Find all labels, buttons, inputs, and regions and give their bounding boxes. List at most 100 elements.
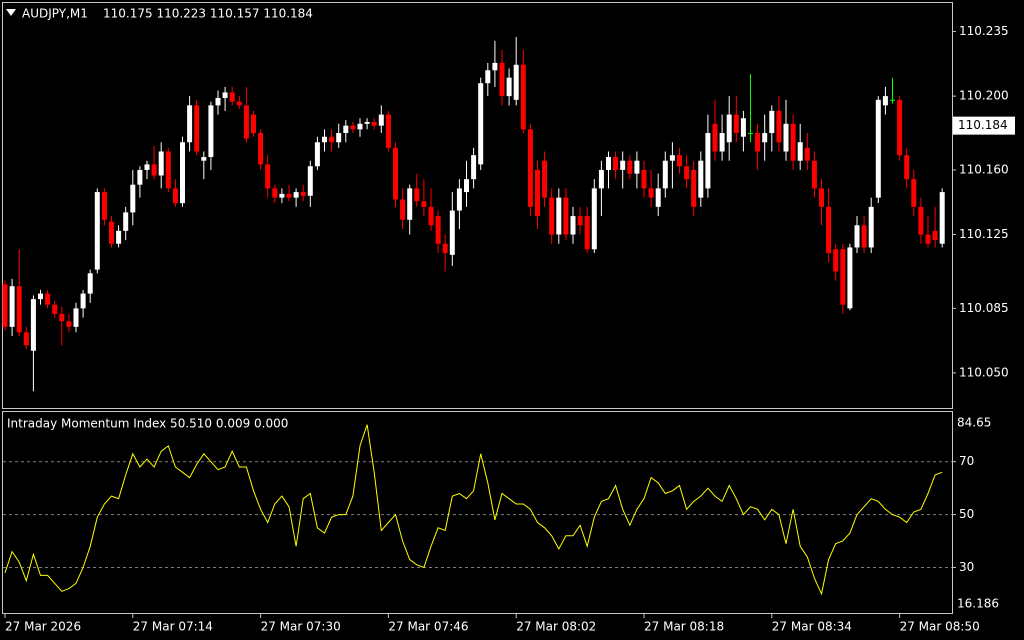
candle-body xyxy=(882,96,888,106)
candle-body xyxy=(655,188,661,207)
candle-body xyxy=(712,123,718,152)
candle-body xyxy=(414,188,420,202)
candle-body xyxy=(52,304,58,314)
candle-body xyxy=(811,160,817,189)
candle-body xyxy=(80,293,86,309)
candle-body xyxy=(591,188,597,250)
candle-body xyxy=(790,123,796,161)
candle-body xyxy=(854,225,860,248)
candle-body xyxy=(577,216,583,226)
symbol-title: AUDJPY,M1 xyxy=(22,7,88,21)
candle-body xyxy=(492,62,498,71)
y-min-label: 16.186 xyxy=(957,597,999,611)
candle-body xyxy=(9,286,15,327)
candle-body xyxy=(137,169,143,185)
indicator-panel xyxy=(2,411,953,614)
candle-body xyxy=(556,197,562,235)
candle-body xyxy=(66,321,72,327)
candle-body xyxy=(662,160,668,189)
y-tick-label: 110.160 xyxy=(959,162,1009,176)
candle-body xyxy=(691,169,697,207)
candle-body xyxy=(158,151,164,176)
candle-body xyxy=(272,188,278,198)
candle-body xyxy=(293,192,299,198)
candle-body xyxy=(30,299,36,351)
candle-body xyxy=(307,166,313,196)
candle-body xyxy=(87,273,93,294)
candle-body xyxy=(627,160,633,174)
candle-body xyxy=(875,99,881,198)
candle-body xyxy=(172,188,178,204)
candle-body xyxy=(215,97,221,106)
x-tick-label: 27 Mar 07:46 xyxy=(388,620,468,634)
candle-body xyxy=(705,133,711,189)
candle-body xyxy=(897,99,903,156)
candle-body xyxy=(648,188,654,198)
candle-body xyxy=(740,118,746,137)
candle-body xyxy=(364,121,370,124)
candle-body xyxy=(194,105,200,152)
candle-body xyxy=(400,199,406,220)
candle-body xyxy=(59,313,65,322)
candle-body xyxy=(464,179,469,193)
candle-body xyxy=(116,230,122,244)
y-tick-label: 50 xyxy=(959,507,974,521)
candle-body xyxy=(733,114,739,134)
candle-body xyxy=(847,247,853,309)
candle-body xyxy=(73,308,79,327)
y-tick-label: 70 xyxy=(959,454,974,468)
candle-body xyxy=(23,332,29,346)
candle-body xyxy=(407,188,413,220)
candle-body xyxy=(840,249,846,305)
y-tick-label: 110.235 xyxy=(959,24,1009,38)
candle-body xyxy=(868,206,874,248)
indicator-line xyxy=(4,424,943,596)
candle-body xyxy=(911,179,917,207)
candle-body xyxy=(890,99,895,101)
y-tick-label: 110.085 xyxy=(959,301,1009,315)
candle-body xyxy=(762,133,768,143)
candle-body xyxy=(243,105,249,139)
candle-body xyxy=(769,110,775,134)
candle-body xyxy=(478,83,484,165)
candle-body xyxy=(542,160,548,198)
candle-body xyxy=(677,155,682,167)
candle-body xyxy=(343,125,349,134)
menu-arrow[interactable] xyxy=(6,9,16,16)
candle-body xyxy=(251,114,256,134)
candle-body xyxy=(861,225,867,248)
candle-body xyxy=(385,114,391,148)
candle-body xyxy=(449,210,455,255)
candle-body xyxy=(563,197,569,235)
candle-body xyxy=(748,133,753,135)
candle-body xyxy=(165,151,171,189)
candle-body xyxy=(904,155,910,180)
candle-body xyxy=(726,114,732,143)
candle-body xyxy=(329,136,335,143)
candle-body xyxy=(527,129,533,207)
candle-body xyxy=(804,147,810,161)
candle-body xyxy=(45,293,51,305)
candle-body xyxy=(485,70,491,84)
candle-body xyxy=(38,293,43,300)
x-tick-label: 27 Mar 08:50 xyxy=(900,620,980,634)
candle-body xyxy=(201,157,207,161)
candle-body xyxy=(634,160,640,174)
y-max-label: 84.65 xyxy=(957,416,991,430)
candle-body xyxy=(180,142,185,204)
x-tick-label: 27 Mar 08:34 xyxy=(772,620,852,634)
y-tick-label: 110.125 xyxy=(959,227,1009,241)
current-price-box xyxy=(953,116,1015,135)
candle-body xyxy=(471,155,477,180)
candle-body xyxy=(833,249,839,272)
y-tick-label: 110.200 xyxy=(959,89,1009,103)
candle-body xyxy=(584,216,590,250)
x-tick-label: 27 Mar 07:30 xyxy=(261,620,341,634)
candle-body xyxy=(109,221,114,244)
candle-body xyxy=(2,284,8,327)
candle-body xyxy=(378,114,384,126)
candle-body xyxy=(932,230,938,241)
x-tick-label: 27 Mar 07:14 xyxy=(133,620,213,634)
candle-body xyxy=(222,92,228,98)
